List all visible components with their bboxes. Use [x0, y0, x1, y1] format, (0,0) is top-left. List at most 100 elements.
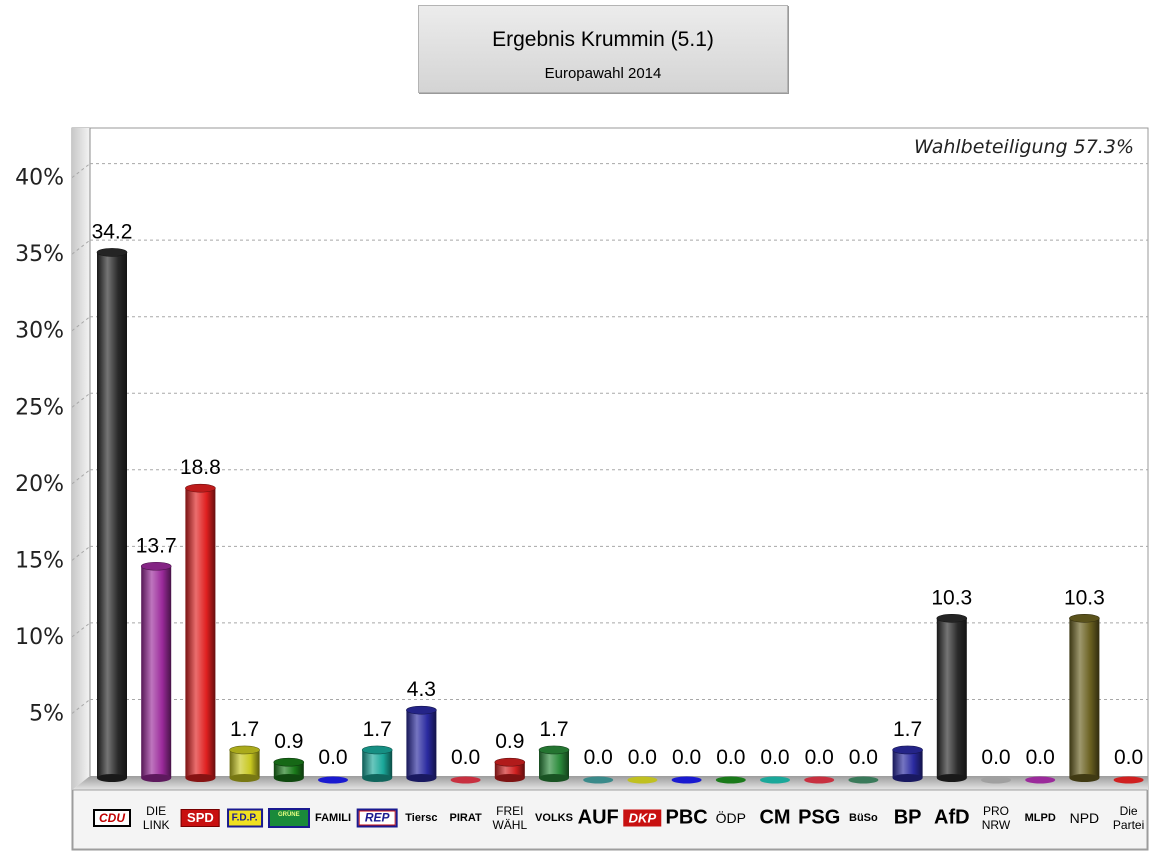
bar-base: [362, 774, 393, 782]
bar: [494, 757, 526, 782]
bar: [583, 776, 614, 784]
plot-frame: [71, 127, 1149, 851]
bar: [185, 483, 216, 782]
bar-base: [406, 774, 437, 782]
value-label: 0.0: [672, 746, 701, 769]
bar-top: [892, 745, 923, 755]
party-label: DKP: [623, 809, 662, 827]
bar: [892, 745, 923, 782]
bar-base: [141, 774, 172, 782]
value-label: 0.0: [318, 746, 347, 769]
value-label: 0.0: [584, 746, 613, 769]
bar-top: [361, 745, 393, 755]
bar: [361, 745, 393, 782]
bar: [715, 776, 746, 784]
bar-top: [538, 745, 570, 755]
chart-subtitle: Europawahl 2014: [544, 65, 662, 82]
bar: [318, 776, 348, 784]
party-label: FAMILI: [314, 812, 352, 824]
gridline-wall: [71, 392, 91, 408]
party-label: F.D.P.: [226, 808, 263, 828]
bar-top: [1069, 614, 1100, 623]
value-label: 0.0: [981, 746, 1010, 769]
bar-base: [97, 774, 127, 782]
value-label: 10.3: [931, 586, 972, 609]
party-label: BP: [893, 806, 922, 829]
bar: [1025, 776, 1056, 784]
bar-base: [494, 774, 525, 782]
bar-zero-disc: [450, 776, 481, 784]
party-label: CDU: [93, 809, 131, 827]
bar: [140, 561, 172, 782]
party-label: PRO NRW: [981, 804, 1011, 832]
bar-base: [229, 774, 260, 782]
bar: [804, 776, 835, 784]
gridline-wall: [71, 316, 91, 332]
value-label: 18.8: [180, 456, 221, 479]
bar: [406, 705, 437, 782]
value-label: 0.0: [849, 746, 878, 769]
party-label: ÖDP: [715, 810, 746, 826]
bar: [671, 776, 702, 784]
bar: [96, 248, 128, 782]
bar: [981, 776, 1011, 784]
value-label: 0.0: [716, 746, 745, 769]
party-label: BüSo: [849, 812, 878, 824]
bar-zero-disc: [583, 776, 614, 784]
party-label: REP: [356, 808, 398, 828]
bar: [273, 757, 305, 782]
bars: [96, 248, 1144, 784]
bar-base: [273, 774, 304, 782]
bar-base: [539, 774, 569, 782]
party-label: AUF: [577, 806, 619, 829]
y-tick-label: 20%: [15, 472, 64, 497]
bar: [450, 776, 481, 784]
y-tick-label: 35%: [15, 242, 64, 267]
bar-zero-disc: [1113, 776, 1144, 784]
value-label: 1.7: [363, 718, 392, 741]
bar-base: [892, 774, 923, 782]
value-label: 4.3: [407, 678, 436, 701]
value-label: 0.0: [760, 746, 789, 769]
bar: [229, 745, 260, 782]
gridline-wall: [71, 545, 91, 561]
bar: [848, 776, 879, 784]
bar-base: [1069, 774, 1100, 782]
party-label: Die Partei: [1112, 804, 1145, 832]
y-tick-label: 5%: [29, 701, 64, 726]
turnout-label: Wahlbeteiligung 57.3%: [913, 136, 1134, 158]
bar-top: [273, 757, 305, 767]
bar-body: [97, 252, 127, 778]
gridline-wall: [71, 239, 91, 255]
bar: [627, 776, 658, 784]
chart-title: Ergebnis Krummin (5.1): [492, 28, 714, 51]
bar: [1113, 776, 1144, 784]
gridlines: [71, 163, 1148, 714]
bar: [936, 614, 968, 782]
value-label: 0.0: [1114, 746, 1143, 769]
bar-zero-disc: [1025, 776, 1056, 784]
value-label: 0.0: [805, 746, 834, 769]
value-label: 34.2: [92, 220, 133, 243]
bar-zero-disc: [804, 776, 835, 784]
chart-title-box: Ergebnis Krummin (5.1) Europawahl 2014: [418, 5, 788, 93]
bar-zero-disc: [981, 776, 1011, 784]
bar-base: [936, 774, 967, 782]
party-label: VOLKS: [535, 812, 573, 824]
party-label: Tiersc: [405, 812, 438, 824]
value-label: 0.9: [274, 730, 303, 753]
gridline-wall: [71, 163, 91, 179]
party-label: NPD: [1069, 810, 1100, 826]
bar-top: [229, 745, 260, 755]
party-label: AfD: [934, 806, 970, 829]
y-tick-label: 10%: [15, 625, 64, 650]
party-label: SPD: [181, 809, 220, 827]
party-label: DIE LINK: [142, 804, 170, 832]
gridline-wall: [71, 469, 91, 485]
bar-body: [406, 710, 437, 778]
party-label: PIRAT: [449, 812, 482, 824]
value-label: 0.0: [1026, 746, 1055, 769]
bar-base: [185, 774, 216, 782]
bar-zero-disc: [848, 776, 879, 784]
